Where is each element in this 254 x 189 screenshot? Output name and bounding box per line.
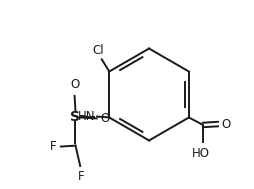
Text: O: O [221,118,230,131]
Text: O: O [100,112,110,125]
Text: O: O [70,78,79,91]
Text: HO: HO [191,146,209,160]
Text: S: S [70,110,80,124]
Text: HN: HN [77,110,95,123]
Text: Cl: Cl [92,44,103,57]
Text: F: F [77,170,84,183]
Text: F: F [50,140,57,153]
